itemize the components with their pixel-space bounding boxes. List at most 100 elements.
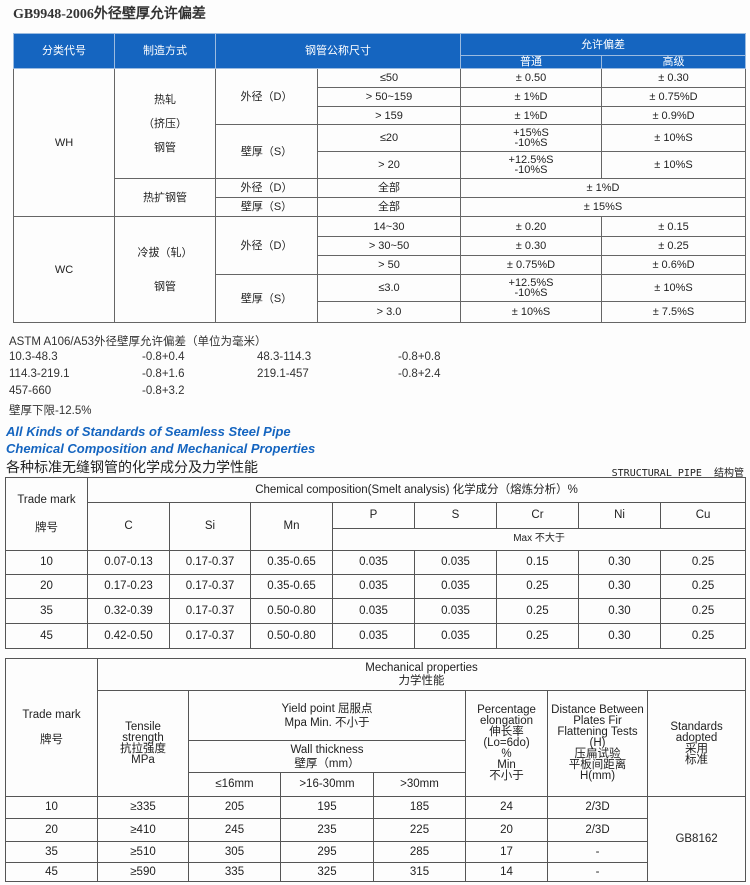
value-cell: 0.17-0.37 — [169, 598, 251, 624]
trade-mark-cell: 35 — [5, 841, 98, 863]
value-cell: 0.25 — [496, 623, 579, 649]
gb9948-tolerance-table: 分类代号 制造方式 钢管公称尺寸 允许偏差 普通 高级 WH 热轧 （挤压） 钢… — [13, 33, 746, 323]
normal-cell: +12.5%S -10%S — [460, 151, 602, 179]
advanced-cell: ± 0.9%D — [601, 106, 746, 125]
astm-tolerance: -0.8+3.2 — [142, 385, 185, 397]
size-cell: > 30~50 — [317, 236, 461, 256]
value-cell: 195 — [280, 796, 374, 819]
od-label: 外径（D） — [215, 68, 318, 125]
value-cell: 0.25 — [659, 574, 747, 599]
value-cell: ≥510 — [97, 841, 189, 863]
normal-cell: ± 10%S — [460, 301, 602, 323]
method-line: 热轧 — [154, 93, 176, 106]
value-cell: 0.50-0.80 — [250, 598, 333, 624]
advanced-cell: ± 0.25 — [601, 236, 746, 256]
wall-col-1: ≤16mm — [188, 772, 281, 797]
value-cell: 0.42-0.50 — [87, 623, 170, 649]
value-cell: 205 — [188, 796, 281, 819]
method-hot-rolled: 热轧 （挤压） 钢管 — [114, 68, 216, 179]
value-cell: - — [547, 841, 648, 863]
code-wh: WH — [13, 68, 115, 217]
wall-col-2: >16-30mm — [280, 772, 374, 797]
advanced-cell: ± 10%S — [601, 151, 746, 179]
chemical-composition-table: Trade mark 牌号 Chemical composition(Smelt… — [5, 477, 747, 649]
value-cell: 335 — [188, 862, 281, 882]
value-cell: 14 — [465, 862, 548, 882]
value-cell: 0.035 — [332, 623, 415, 649]
table-row: 45 0.42-0.50 0.17-0.37 0.50-0.80 0.035 0.035 0… — [5, 623, 747, 649]
astm-size-range: 114.3-219.1 — [9, 368, 70, 380]
normal-cell: +12.5%S -10%S — [460, 274, 602, 302]
advanced-cell: ± 0.6%D — [601, 255, 746, 275]
value-cell: 2/3D — [547, 818, 648, 842]
section-title-cn: 各种标准无缝钢管的化学成分及力学性能 — [6, 459, 258, 475]
wt-label: 壁厚（S） — [215, 124, 318, 179]
element-mn: Mn — [250, 502, 333, 551]
table-row: 45 ≥590 335 325 315 14- — [5, 862, 746, 882]
value-cell: ≥590 — [97, 862, 189, 882]
advanced-cell: ± 0.75%D — [601, 87, 746, 107]
size-cell: 全部 — [317, 178, 461, 198]
trade-mark-cell: 45 — [5, 862, 98, 882]
trade-mark-cell: 10 — [5, 550, 88, 575]
element-cu: Cu — [659, 502, 747, 529]
advanced-cell: ± 7.5%S — [601, 301, 746, 323]
value-cell: 0.17-0.37 — [169, 550, 251, 575]
normal-cell: ± 0.20 — [460, 216, 602, 237]
gb-table-title: GB9948-2006外径壁厚允许偏差 — [13, 7, 206, 22]
value-cell: 0.035 — [332, 550, 415, 575]
value-cell: ≥410 — [97, 818, 189, 842]
trade-mark-cell: 10 — [5, 796, 98, 819]
value-cell: 0.17-0.23 — [87, 574, 170, 599]
header-normal: 普通 — [460, 55, 602, 69]
method-line: 冷拔（轧） — [137, 246, 193, 259]
size-cell: ≤20 — [317, 124, 461, 152]
value-cell: 185 — [373, 796, 466, 819]
value-cell: 0.35-0.65 — [250, 550, 333, 575]
value-cell: 0.035 — [414, 550, 497, 575]
trade-mark-cell: 20 — [5, 818, 98, 842]
size-cell: 全部 — [317, 197, 461, 217]
astm-tolerance: -0.8+0.4 — [142, 351, 185, 363]
section-title-en-1: All Kinds of Standards of Seamless Steel… — [6, 424, 291, 439]
value-cell: 0.30 — [578, 598, 661, 624]
wt-label: 壁厚（S） — [215, 274, 318, 323]
mechanical-properties-table: Trade mark 牌号 Mechanical properties 力学性能… — [5, 658, 747, 882]
size-cell: > 3.0 — [317, 301, 461, 323]
value-cell: 0.17-0.37 — [169, 574, 251, 599]
value-cell: 0.30 — [578, 623, 661, 649]
od-label: 外径（D） — [215, 178, 318, 198]
value-cell: 0.32-0.39 — [87, 598, 170, 624]
astm-tolerance: -0.8+0.8 — [398, 351, 441, 363]
tensile-header: Tensile strength 抗拉强度 MPa — [97, 690, 189, 797]
astm-title: ASTM A106/A53外径壁厚允许偏差（单位为毫米） — [9, 336, 267, 348]
value-cell: 0.035 — [332, 574, 415, 599]
value-cell: 315 — [373, 862, 466, 882]
element-p: P — [332, 502, 415, 529]
element-si: Si — [169, 502, 251, 551]
value-cell: 2/3D — [547, 796, 648, 819]
value-cell: 0.035 — [332, 598, 415, 624]
mech-header: Mechanical properties 力学性能 — [96, 658, 747, 691]
value-cell: 0.035 — [414, 598, 497, 624]
trade-mark-header: Trade mark 牌号 — [5, 658, 98, 797]
section-title-en-2: Chemical Composition and Mechanical Prop… — [6, 441, 316, 456]
header-advanced: 高级 — [601, 55, 746, 69]
astm-tolerance: -0.8+2.4 — [398, 368, 441, 380]
value-cell: 17 — [465, 841, 548, 863]
header-method: 制造方式 — [114, 33, 216, 69]
header-nominal-size: 钢管公称尺寸 — [215, 33, 461, 69]
method-hot-expanded: 热扩钢管 — [114, 178, 216, 217]
size-cell: > 50~159 — [317, 87, 461, 107]
value-cell: 0.07-0.13 — [87, 550, 170, 575]
value-cell: ≥335 — [97, 796, 189, 819]
value-cell: 305 — [188, 841, 281, 863]
value-cell: 0.30 — [578, 550, 661, 575]
value-cell: 0.25 — [659, 598, 747, 624]
wt-label: 壁厚（S） — [215, 197, 318, 217]
value-cell: 0.15 — [496, 550, 579, 575]
normal-cell: ± 0.50 — [460, 68, 602, 88]
trade-mark-cn: 牌号 — [35, 522, 58, 534]
value-cell: 225 — [373, 818, 466, 842]
size-cell: > 20 — [317, 151, 461, 179]
